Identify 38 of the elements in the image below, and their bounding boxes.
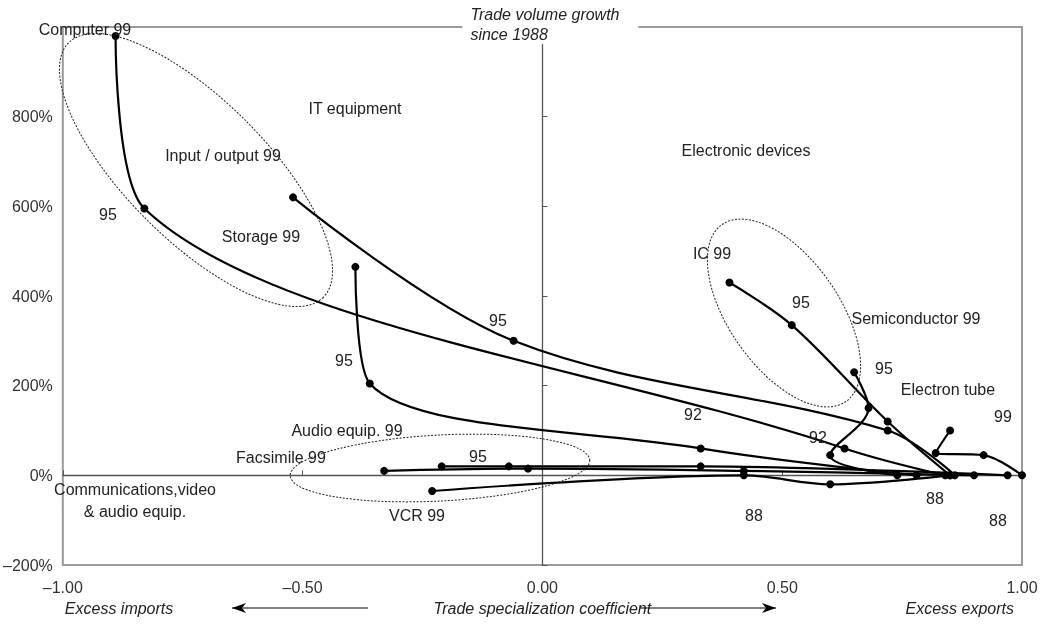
annotation: Audio equip. 99 (291, 421, 403, 439)
annotation: Facsimile 99 (236, 448, 326, 466)
text: Excess imports (64, 599, 174, 617)
annotation: 95 (99, 205, 117, 223)
y-tick-label: 0% (29, 466, 53, 484)
text: Excess exports (905, 599, 1014, 617)
y-axis-title: Trade volume growth since 1988 (470, 5, 620, 43)
y-tick-label: 400% (11, 287, 53, 305)
x-tick-label: –0.50 (282, 578, 323, 596)
annotation: IT equipment (308, 99, 403, 117)
y-tick-label: 200% (11, 377, 53, 395)
annotation: 88 (989, 511, 1007, 529)
x-tick-label: –1.00 (42, 578, 83, 596)
x-axis-title: Trade specialization coefficient (433, 599, 652, 617)
annotation: Storage 99 (221, 227, 301, 245)
annotation: Electronic devices (681, 141, 811, 159)
annotation: Semiconductor 99 (851, 309, 981, 327)
annotation: IC 99 (692, 244, 732, 262)
annotation: VCR 99 (388, 506, 446, 524)
annotation: 95 (469, 447, 487, 465)
annotation: 95 (489, 311, 507, 329)
annotation: 95 (875, 359, 893, 377)
annotation: Computer 99 (38, 20, 132, 38)
annotation: 88 (926, 489, 944, 507)
annotation: Input / output 99 (165, 146, 281, 164)
annotation: 88 (745, 506, 763, 524)
annotation: 95 (792, 293, 810, 311)
x-tick-label: 0.50 (766, 578, 798, 596)
y-tick-label: 800% (11, 108, 53, 126)
y-tick-label: 600% (11, 197, 53, 215)
y-tick-label: –200% (2, 556, 53, 574)
annotation: 95 (335, 351, 353, 369)
annotation: 99 (994, 407, 1012, 425)
x-tick-label: 1.00 (1006, 578, 1038, 596)
annotation: 92 (684, 405, 702, 423)
x-tick-label: 0.00 (526, 578, 559, 596)
annotation: Communications,video & audio equip. (54, 480, 217, 520)
annotation: Electron tube (900, 380, 996, 398)
